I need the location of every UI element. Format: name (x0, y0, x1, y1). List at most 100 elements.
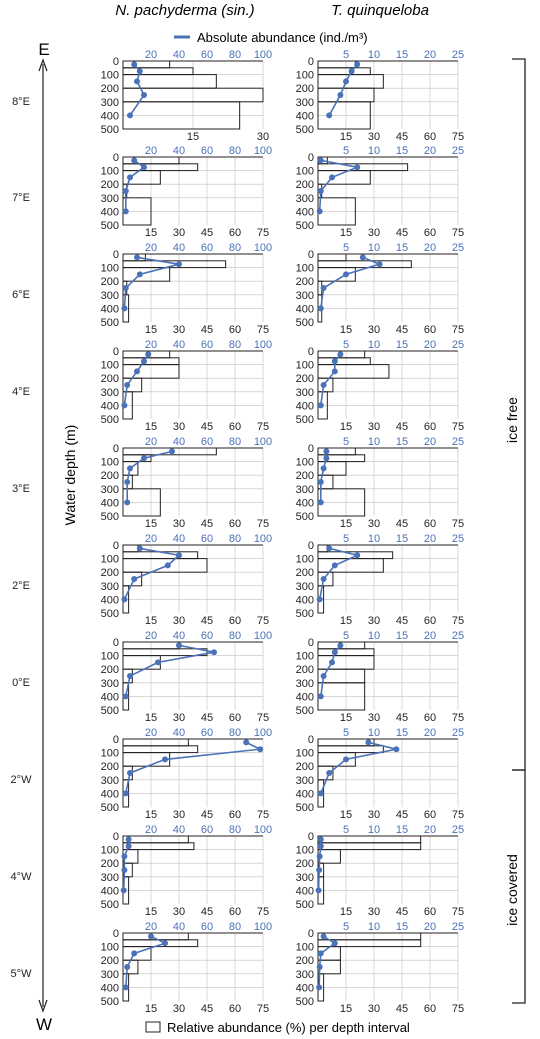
absolute-point (155, 659, 161, 666)
rel-tick-label: 60 (424, 518, 436, 530)
abs-tick-label: 100 (254, 145, 272, 157)
depth-tick-label: 500 (101, 899, 119, 911)
y-axis-label: Water depth (m) (62, 425, 78, 526)
relative-bar (317, 648, 375, 657)
rel-tick-label: 45 (201, 615, 213, 627)
rel-tick-label: 75 (452, 421, 464, 433)
depth-tick-label: 400 (101, 497, 119, 509)
rel-tick-label: 30 (173, 906, 185, 918)
absolute-point (243, 739, 250, 746)
direction-west-label: W (36, 1015, 52, 1034)
depth-tick-label: 300 (296, 484, 314, 496)
depth-tick-label: 300 (101, 484, 119, 496)
abs-tick-label: 40 (173, 727, 185, 739)
relative-bar (317, 835, 422, 844)
rel-tick-label: 30 (368, 324, 380, 336)
relative-bar (317, 357, 371, 366)
abs-tick-label: 80 (229, 242, 241, 254)
depth-tick-label: 100 (101, 942, 119, 954)
depth-tick-label: 400 (101, 885, 119, 897)
absolute-point (141, 164, 147, 171)
abs-tick-label: 5 (343, 436, 349, 448)
absolute-point (317, 305, 324, 312)
absolute-point (331, 562, 338, 569)
absolute-point (125, 836, 132, 843)
absolute-point (122, 208, 129, 215)
depth-tick-label: 400 (101, 400, 119, 412)
abs-tick-label: 40 (173, 242, 185, 254)
depth-tick-label: 300 (296, 775, 314, 787)
depth-tick-label: 0 (113, 152, 119, 164)
relative-bar (122, 364, 180, 379)
rel-tick-label: 60 (424, 712, 436, 724)
absolute-point (122, 285, 129, 291)
depth-tick-label: 200 (296, 373, 314, 385)
rel-tick-label: 15 (340, 324, 352, 336)
rel-tick-label: 45 (396, 1003, 408, 1015)
depth-tick-label: 0 (113, 831, 119, 843)
depth-tick-label: 0 (308, 249, 314, 261)
rel-tick-label: 60 (229, 615, 241, 627)
rel-tick-label: 75 (452, 615, 464, 627)
abs-tick-label: 40 (173, 824, 185, 836)
depth-tick-label: 300 (296, 97, 314, 109)
depth-tick-label: 200 (101, 567, 119, 579)
depth-tick-label: 100 (101, 360, 119, 372)
depth-tick-label: 200 (296, 276, 314, 288)
absolute-point (337, 642, 344, 649)
depth-tick-label: 0 (113, 443, 119, 455)
depth-tick-label: 100 (296, 845, 314, 857)
rel-tick-label: 60 (424, 906, 436, 918)
rel-tick-label: 75 (452, 324, 464, 336)
depth-tick-label: 500 (296, 414, 314, 426)
species-title-right: T. quinqueloba (331, 2, 429, 19)
rel-tick-label: 60 (424, 324, 436, 336)
depth-tick-label: 500 (101, 705, 119, 717)
abs-tick-label: 60 (201, 630, 213, 642)
depth-tick-label: 100 (101, 554, 119, 566)
absolute-point (141, 92, 147, 98)
depth-tick-label: 0 (113, 249, 119, 261)
rel-tick-label: 45 (201, 809, 213, 821)
absolute-point (121, 867, 128, 873)
abs-tick-label: 25 (452, 727, 464, 739)
absolute-point (162, 756, 168, 763)
depth-tick-label: 500 (296, 899, 314, 911)
relative-bar (122, 60, 171, 69)
station-label: 2°E (12, 580, 30, 592)
abs-tick-label: 60 (201, 145, 213, 157)
depth-tick-label: 400 (296, 982, 314, 994)
rel-tick-label: 60 (424, 1003, 436, 1015)
rel-tick-label: 15 (145, 421, 157, 433)
absolute-point (131, 950, 138, 957)
depth-tick-label: 200 (101, 761, 119, 773)
rel-tick-label: 45 (396, 227, 408, 239)
relative-bar (122, 745, 199, 754)
depth-tick-label: 400 (296, 110, 314, 122)
rel-tick-label: 75 (257, 615, 269, 627)
depth-tick-label: 200 (101, 276, 119, 288)
relative-bar (317, 197, 356, 226)
depth-tick-label: 300 (101, 678, 119, 690)
absolute-point (127, 465, 133, 472)
abs-tick-label: 25 (452, 242, 464, 254)
absolute-point (354, 164, 361, 171)
absolute-point (316, 984, 323, 991)
abs-tick-label: 5 (343, 49, 349, 61)
depth-tick-label: 500 (296, 317, 314, 329)
relative-bar (122, 655, 161, 670)
rel-tick-label: 75 (257, 809, 269, 821)
abs-tick-label: 15 (396, 727, 408, 739)
legend-relative-label: Relative abundance (%) per depth interva… (167, 1020, 410, 1035)
absolute-point (326, 112, 333, 119)
absolute-point (320, 285, 327, 291)
station-label: 6°E (12, 289, 30, 301)
abs-tick-label: 20 (424, 533, 436, 545)
relative-bar (317, 544, 328, 553)
